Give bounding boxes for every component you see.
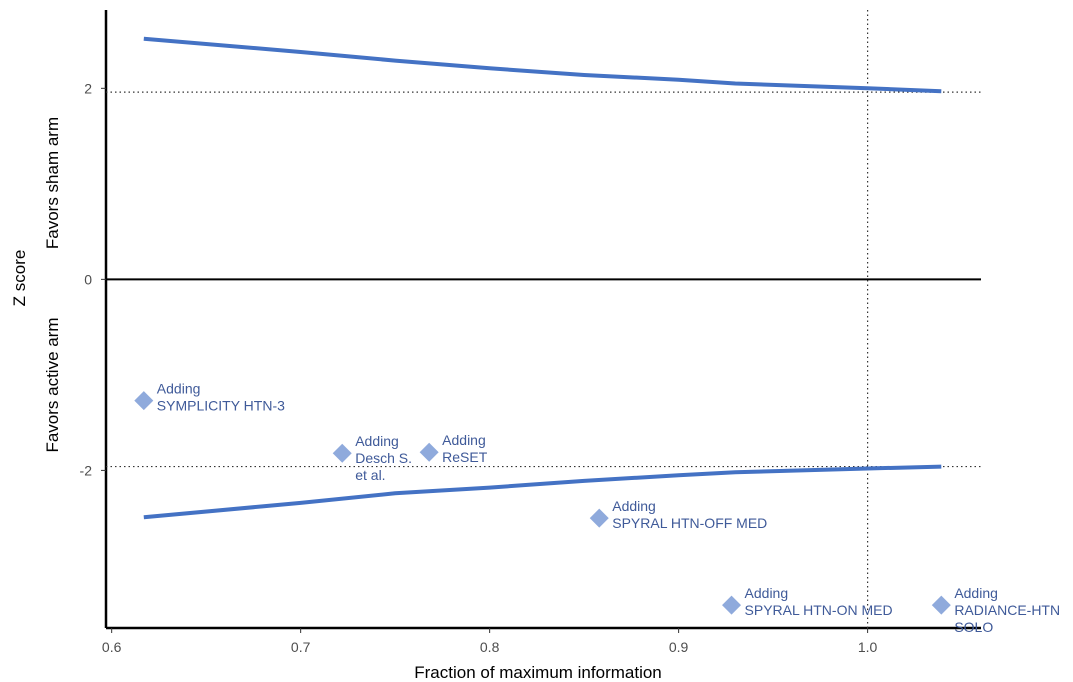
y-tick-label: -2 (80, 462, 93, 478)
x-tick-label: 0.9 (669, 639, 689, 655)
annotation-line: Adding (355, 433, 399, 449)
data-point-marker (332, 443, 352, 463)
boundary-layer (143, 36, 942, 520)
point-annotation: Adding RADIANCE-HTN SOLO (954, 585, 1060, 635)
y-axis-lower-label: Favors active arm (43, 317, 62, 452)
annotation-line: ReSET (442, 449, 488, 465)
point-annotation: Adding SYMPLICITY HTN-3 (157, 381, 285, 414)
x-tick-label: 0.6 (102, 639, 122, 655)
annotation-line: Adding (612, 498, 656, 514)
annotation-line: SPYRAL HTN-ON MED (745, 602, 893, 618)
x-tick-label: 1.0 (858, 639, 878, 655)
x-tick-label: 0.8 (480, 639, 500, 655)
y-axis-title: Z score (10, 250, 29, 307)
x-axis-ticks: 0.6 0.7 0.8 0.9 1.0 (102, 628, 878, 655)
x-axis-title: Fraction of maximum information (414, 663, 662, 682)
annotation-line: SPYRAL HTN-OFF MED (612, 515, 767, 531)
annotation-line: RADIANCE-HTN (954, 602, 1060, 618)
marker-layer (134, 391, 951, 615)
y-axis-upper-label: Favors sham arm (43, 117, 62, 249)
y-tick-label: 0 (84, 271, 92, 287)
plot-frame (104, 10, 981, 630)
y-tick-label: 2 (84, 80, 92, 96)
annotation-line: Adding (954, 585, 998, 601)
annotation-line: et al. (355, 467, 385, 483)
data-point-marker (589, 508, 609, 528)
data-point-marker (722, 595, 742, 615)
x-tick-label: 0.7 (291, 639, 311, 655)
reference-lines (106, 10, 981, 628)
annotation-line: Desch S. (355, 450, 412, 466)
upper-boundary-line (143, 36, 942, 94)
annotation-line: SYMPLICITY HTN-3 (157, 398, 285, 414)
annotation-line: SOLO (954, 619, 993, 635)
data-point-marker (134, 391, 154, 411)
data-point-marker (419, 442, 439, 462)
annotation-line: Adding (442, 432, 486, 448)
annotation-line: Adding (745, 585, 789, 601)
lower-boundary-line (143, 464, 942, 520)
data-point-marker (931, 595, 951, 615)
point-annotation: Adding SPYRAL HTN-ON MED (745, 585, 893, 618)
annotation-line: Adding (157, 381, 201, 397)
point-annotation: Adding SPYRAL HTN-OFF MED (612, 498, 767, 531)
point-annotation: Adding ReSET (442, 432, 488, 465)
y-axis-ticks: 2 0 -2 (80, 80, 106, 478)
point-annotation: Adding Desch S. et al. (355, 433, 412, 483)
